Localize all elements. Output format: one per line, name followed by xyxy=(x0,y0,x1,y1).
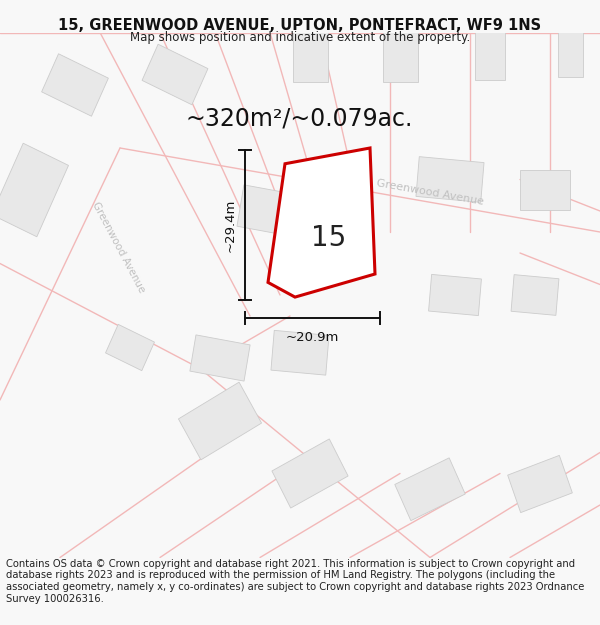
Polygon shape xyxy=(237,185,303,237)
Text: ~29.4m: ~29.4m xyxy=(224,199,237,252)
Polygon shape xyxy=(106,324,154,371)
Polygon shape xyxy=(142,44,208,105)
Text: 15, GREENWOOD AVENUE, UPTON, PONTEFRACT, WF9 1NS: 15, GREENWOOD AVENUE, UPTON, PONTEFRACT,… xyxy=(58,18,542,32)
Polygon shape xyxy=(41,54,109,116)
Polygon shape xyxy=(272,439,348,508)
Polygon shape xyxy=(271,331,329,375)
Polygon shape xyxy=(293,24,328,82)
Polygon shape xyxy=(178,382,262,460)
Text: 15: 15 xyxy=(311,224,346,253)
Polygon shape xyxy=(268,148,375,297)
Polygon shape xyxy=(190,335,250,381)
Polygon shape xyxy=(520,170,570,210)
Polygon shape xyxy=(511,274,559,316)
Polygon shape xyxy=(0,143,68,237)
Text: Map shows position and indicative extent of the property.: Map shows position and indicative extent… xyxy=(130,31,470,44)
Polygon shape xyxy=(428,274,481,316)
Polygon shape xyxy=(508,456,572,512)
Polygon shape xyxy=(395,458,465,521)
Polygon shape xyxy=(475,28,505,80)
Text: Greenwood Avenue: Greenwood Avenue xyxy=(90,201,146,295)
Text: ~20.9m: ~20.9m xyxy=(286,331,339,344)
Polygon shape xyxy=(557,30,583,77)
Text: Contains OS data © Crown copyright and database right 2021. This information is : Contains OS data © Crown copyright and d… xyxy=(6,559,584,604)
Polygon shape xyxy=(416,157,484,202)
Text: ~320m²/~0.079ac.: ~320m²/~0.079ac. xyxy=(185,106,412,130)
Text: Greenwood Avenue: Greenwood Avenue xyxy=(376,177,484,206)
Polygon shape xyxy=(383,24,418,82)
